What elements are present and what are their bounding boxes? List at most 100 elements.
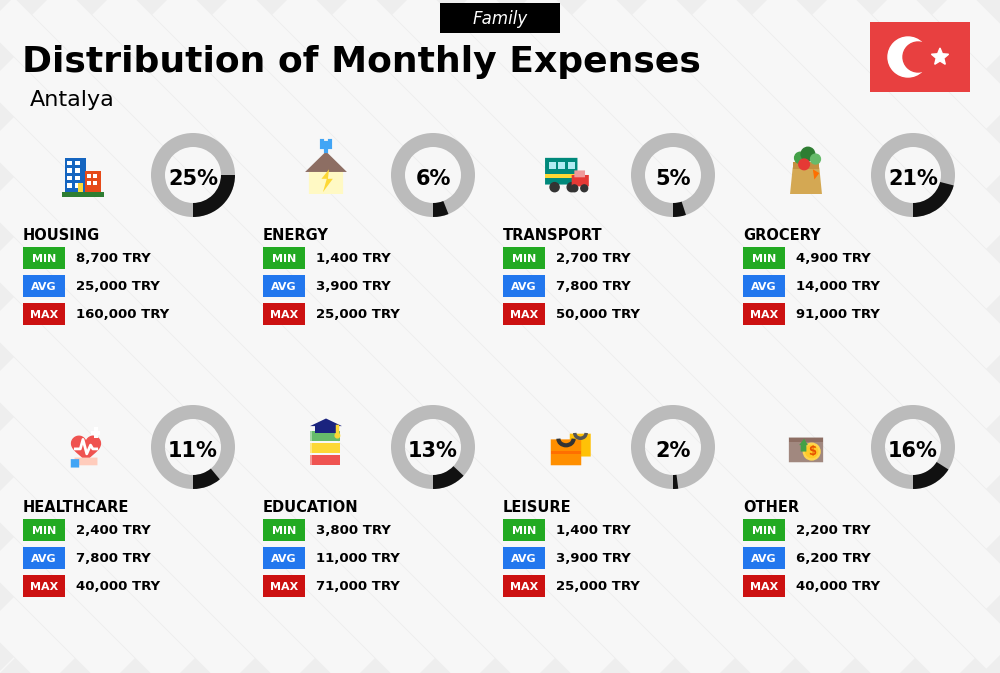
- Text: 4,900 TRY: 4,900 TRY: [796, 252, 871, 265]
- Text: 13%: 13%: [408, 441, 458, 461]
- FancyBboxPatch shape: [23, 547, 65, 569]
- Wedge shape: [631, 405, 715, 489]
- Wedge shape: [193, 175, 235, 217]
- Text: MAX: MAX: [30, 310, 58, 320]
- FancyBboxPatch shape: [570, 433, 591, 456]
- Wedge shape: [151, 133, 235, 217]
- Text: 25,000 TRY: 25,000 TRY: [556, 580, 640, 593]
- FancyBboxPatch shape: [789, 437, 823, 442]
- Text: 160,000 TRY: 160,000 TRY: [76, 308, 169, 321]
- FancyBboxPatch shape: [67, 176, 72, 180]
- Text: 11,000 TRY: 11,000 TRY: [316, 552, 400, 565]
- Circle shape: [795, 152, 806, 164]
- Text: 16%: 16%: [888, 441, 938, 461]
- Text: Distribution of Monthly Expenses: Distribution of Monthly Expenses: [22, 45, 701, 79]
- FancyBboxPatch shape: [793, 162, 819, 168]
- FancyBboxPatch shape: [23, 275, 65, 297]
- Text: 6,200 TRY: 6,200 TRY: [796, 552, 871, 565]
- Wedge shape: [913, 182, 954, 217]
- FancyBboxPatch shape: [310, 431, 312, 441]
- FancyBboxPatch shape: [65, 158, 86, 192]
- FancyBboxPatch shape: [263, 547, 305, 569]
- FancyBboxPatch shape: [310, 444, 340, 453]
- Polygon shape: [813, 170, 819, 180]
- FancyBboxPatch shape: [23, 519, 65, 541]
- Polygon shape: [310, 419, 342, 426]
- FancyBboxPatch shape: [310, 456, 340, 465]
- Text: 3,800 TRY: 3,800 TRY: [316, 524, 391, 537]
- FancyBboxPatch shape: [870, 22, 970, 92]
- Circle shape: [335, 433, 340, 438]
- Text: GROCERY: GROCERY: [743, 229, 821, 244]
- FancyBboxPatch shape: [85, 171, 101, 192]
- Text: 8,700 TRY: 8,700 TRY: [76, 252, 151, 265]
- FancyBboxPatch shape: [743, 303, 785, 325]
- FancyBboxPatch shape: [91, 431, 100, 435]
- Text: 14,000 TRY: 14,000 TRY: [796, 280, 880, 293]
- Text: Family: Family: [472, 10, 528, 28]
- Text: AVG: AVG: [31, 553, 57, 563]
- FancyBboxPatch shape: [62, 192, 104, 197]
- Text: MIN: MIN: [512, 526, 536, 536]
- FancyBboxPatch shape: [23, 247, 65, 269]
- FancyBboxPatch shape: [743, 519, 785, 541]
- FancyBboxPatch shape: [75, 183, 80, 188]
- Text: 2%: 2%: [655, 441, 691, 461]
- Text: 25,000 TRY: 25,000 TRY: [76, 280, 160, 293]
- Circle shape: [803, 444, 820, 460]
- FancyBboxPatch shape: [545, 174, 577, 178]
- Text: LEISURE: LEISURE: [503, 501, 572, 516]
- FancyBboxPatch shape: [310, 444, 312, 453]
- FancyBboxPatch shape: [503, 247, 545, 269]
- FancyBboxPatch shape: [315, 426, 337, 433]
- Text: AVG: AVG: [271, 281, 297, 291]
- Text: 7,800 TRY: 7,800 TRY: [556, 280, 631, 293]
- Text: MIN: MIN: [32, 254, 56, 264]
- Circle shape: [581, 185, 588, 192]
- FancyBboxPatch shape: [789, 437, 823, 462]
- FancyBboxPatch shape: [87, 174, 91, 178]
- Text: MAX: MAX: [750, 581, 778, 592]
- Wedge shape: [913, 462, 948, 489]
- Circle shape: [567, 182, 576, 192]
- Text: MAX: MAX: [510, 581, 538, 592]
- FancyBboxPatch shape: [574, 170, 585, 177]
- Polygon shape: [305, 151, 347, 172]
- Text: MAX: MAX: [510, 310, 538, 320]
- FancyBboxPatch shape: [549, 162, 556, 170]
- FancyBboxPatch shape: [23, 575, 65, 597]
- Text: MAX: MAX: [750, 310, 778, 320]
- Wedge shape: [673, 202, 686, 217]
- Text: 40,000 TRY: 40,000 TRY: [796, 580, 880, 593]
- FancyBboxPatch shape: [93, 182, 97, 185]
- Wedge shape: [631, 133, 715, 217]
- Text: AVG: AVG: [511, 553, 537, 563]
- Text: 3,900 TRY: 3,900 TRY: [556, 552, 631, 565]
- Polygon shape: [931, 48, 949, 65]
- Wedge shape: [391, 405, 475, 489]
- Text: MIN: MIN: [752, 254, 776, 264]
- FancyBboxPatch shape: [263, 275, 305, 297]
- Text: 3,900 TRY: 3,900 TRY: [316, 280, 391, 293]
- Text: 2,400 TRY: 2,400 TRY: [76, 524, 151, 537]
- FancyBboxPatch shape: [75, 176, 80, 180]
- Text: 11%: 11%: [168, 441, 218, 461]
- Text: MIN: MIN: [512, 254, 536, 264]
- Wedge shape: [391, 133, 475, 217]
- FancyBboxPatch shape: [503, 303, 545, 325]
- FancyBboxPatch shape: [558, 162, 565, 170]
- Polygon shape: [799, 439, 808, 452]
- Wedge shape: [673, 474, 678, 489]
- FancyBboxPatch shape: [310, 431, 340, 441]
- FancyBboxPatch shape: [67, 168, 72, 173]
- FancyBboxPatch shape: [263, 247, 305, 269]
- FancyBboxPatch shape: [743, 575, 785, 597]
- Text: 1,400 TRY: 1,400 TRY: [556, 524, 631, 537]
- Polygon shape: [309, 156, 343, 194]
- Text: EDUCATION: EDUCATION: [263, 501, 359, 516]
- Text: 50,000 TRY: 50,000 TRY: [556, 308, 640, 321]
- Circle shape: [550, 182, 559, 192]
- Text: Antalya: Antalya: [30, 90, 115, 110]
- FancyBboxPatch shape: [551, 451, 581, 454]
- Wedge shape: [871, 133, 955, 217]
